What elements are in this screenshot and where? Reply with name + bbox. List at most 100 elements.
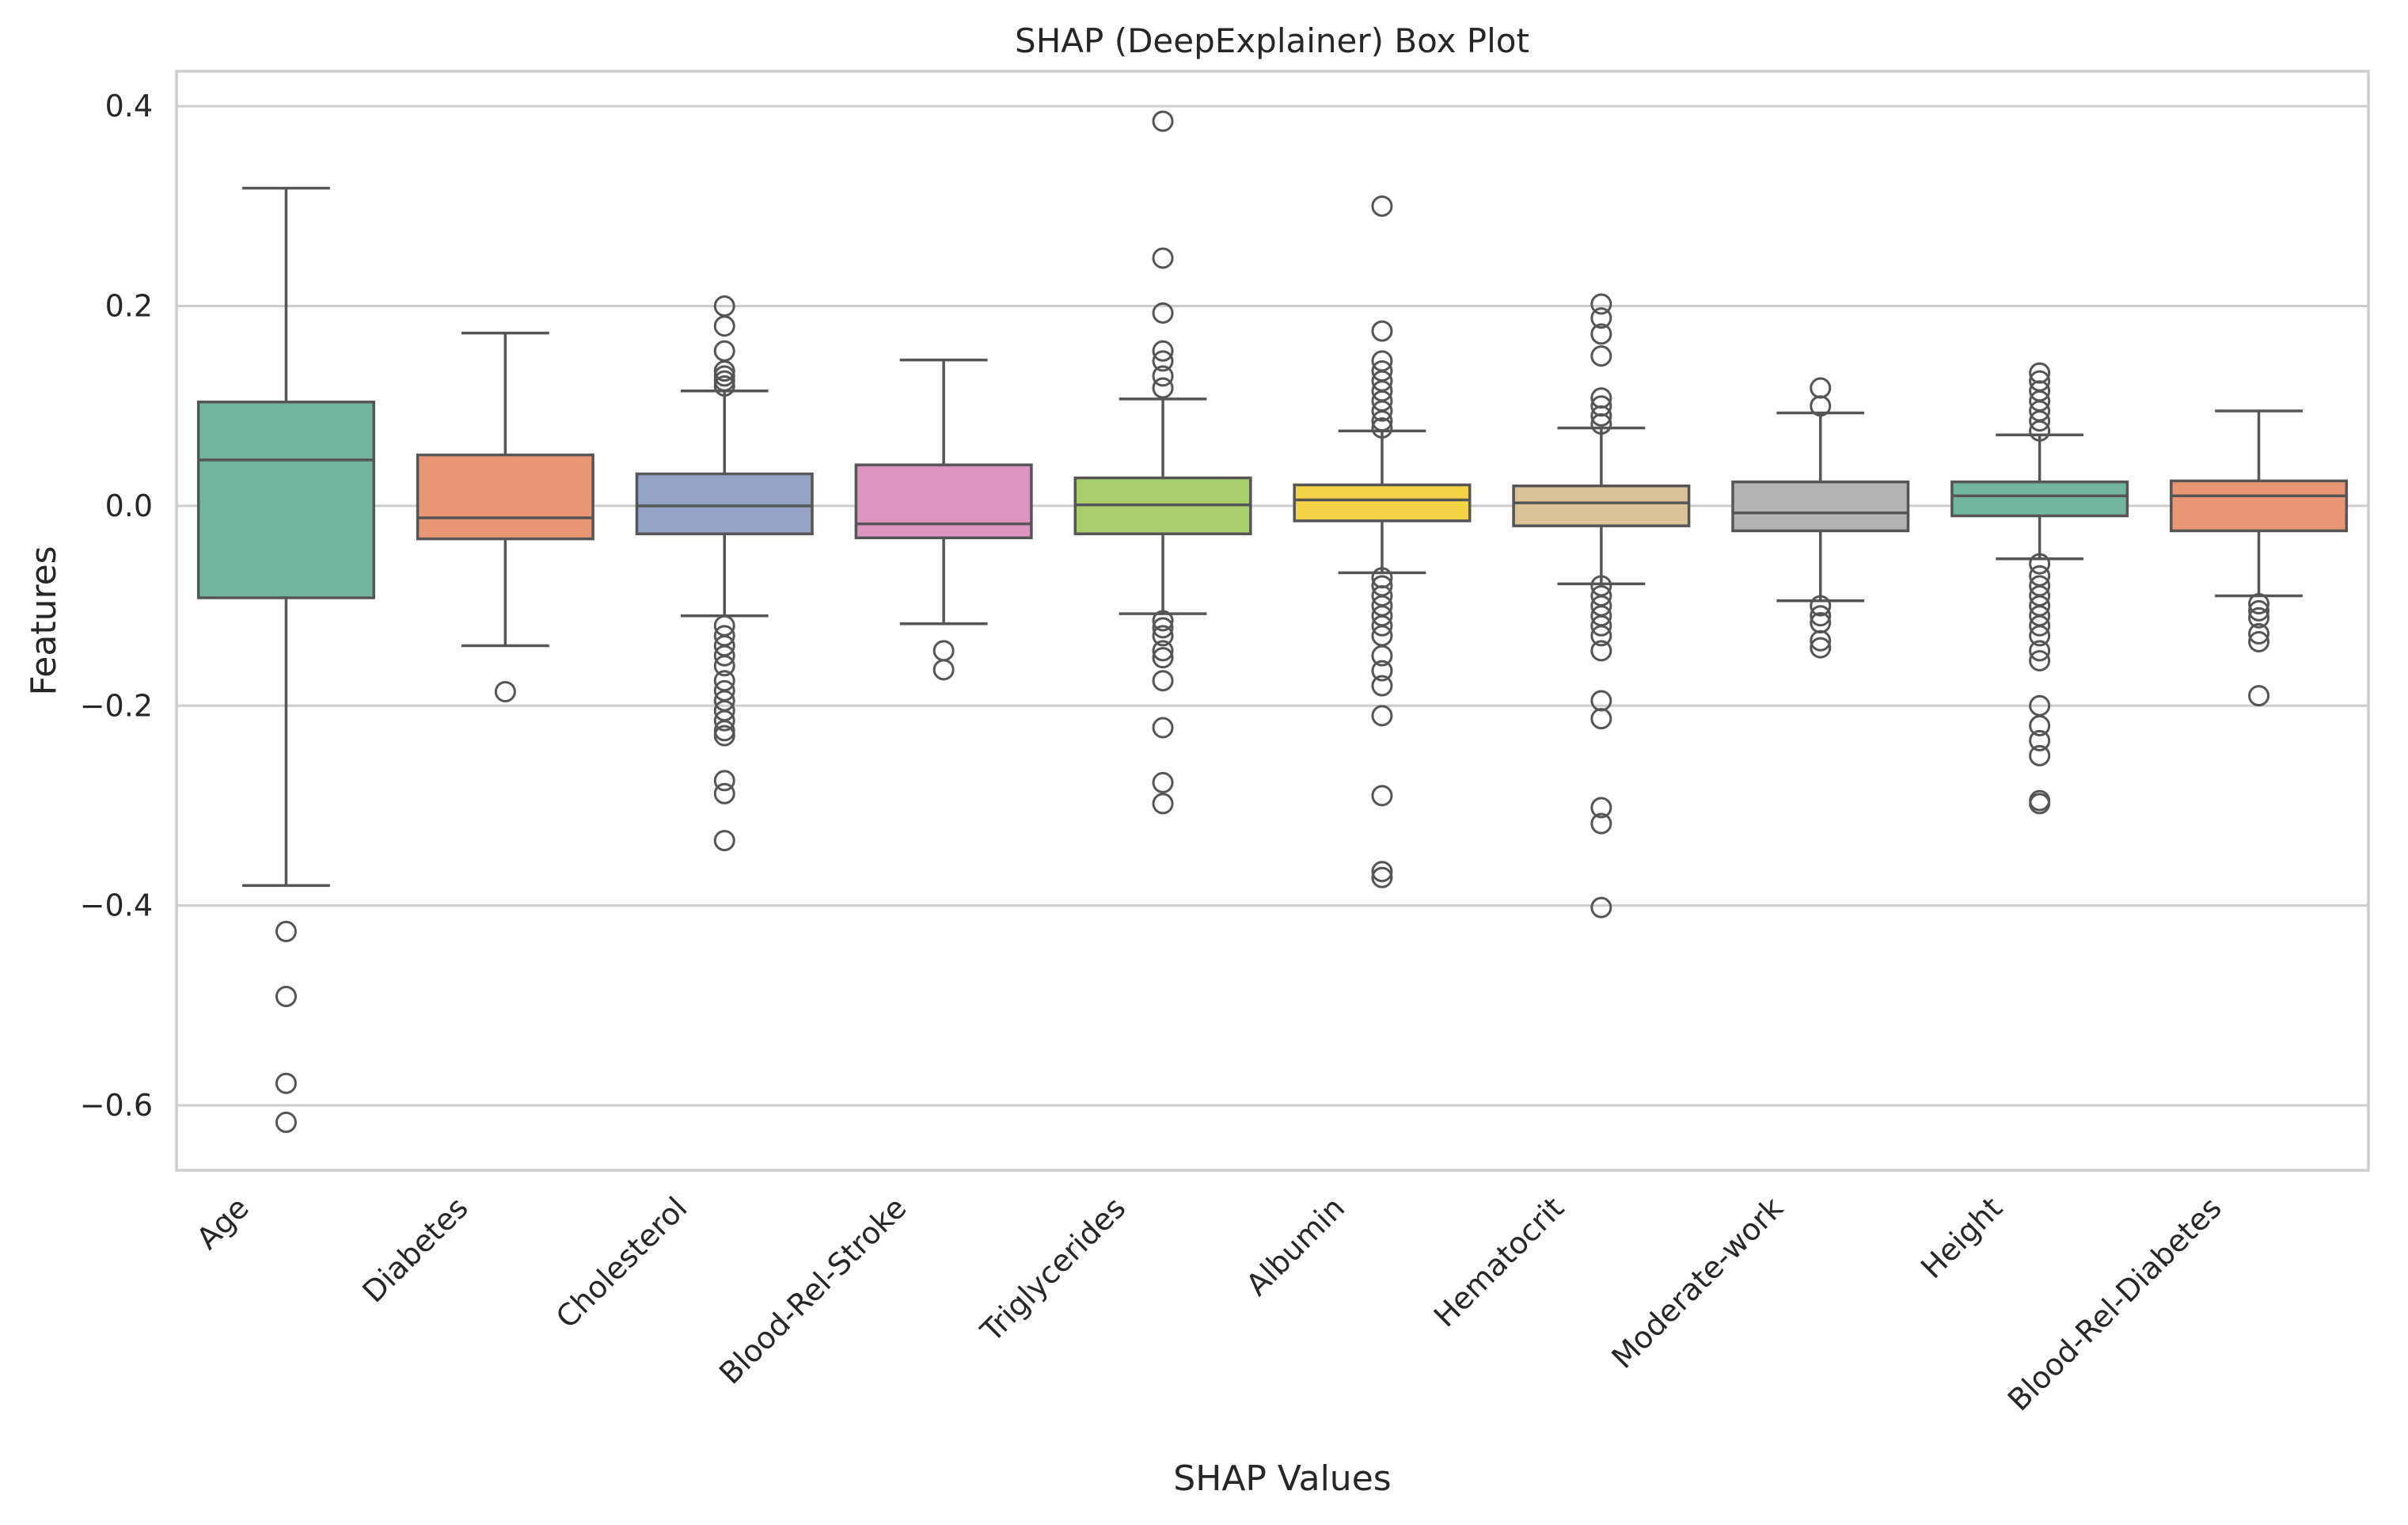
- outlier-point: [1590, 323, 1612, 345]
- y-tick-label: 0.0: [105, 489, 153, 523]
- outlier-point: [2248, 593, 2270, 615]
- iqr-box: [1950, 480, 2129, 518]
- outlier-point: [1152, 247, 1174, 269]
- outlier-point: [1371, 675, 1393, 697]
- outlier-point: [1371, 785, 1393, 807]
- x-category-label: Blood-Rel-Stroke: [712, 1190, 913, 1390]
- outlier-point: [1371, 416, 1393, 439]
- outlier-point: [1152, 610, 1174, 632]
- x-category-label: Blood-Rel-Diabetes: [2001, 1190, 2228, 1417]
- y-axis-label: Features: [24, 546, 64, 695]
- y-tick-label: 0.2: [105, 289, 153, 324]
- box-group-cholesterol: [635, 295, 814, 852]
- iqr-box: [1512, 484, 1691, 527]
- box-group-moderate-work: [1731, 377, 1910, 659]
- outlier-point: [1590, 345, 1612, 367]
- outlier-point: [1590, 413, 1612, 435]
- outlier-point: [1152, 110, 1174, 132]
- outlier-point: [1371, 614, 1393, 637]
- outlier-point: [713, 370, 735, 392]
- outlier-point: [2029, 793, 2051, 815]
- outlier-point: [713, 720, 735, 742]
- outlier-point: [713, 645, 735, 667]
- outlier-point: [2029, 553, 2051, 575]
- outlier-point: [2029, 625, 2051, 647]
- box-group-age: [196, 186, 375, 1133]
- x-category-label: Age: [190, 1190, 256, 1256]
- box-group-blood-rel-stroke: [854, 358, 1033, 681]
- outlier-point: [2248, 622, 2270, 645]
- outlier-point: [1152, 365, 1174, 387]
- outlier-point: [1371, 705, 1393, 727]
- outlier-point: [1152, 617, 1174, 639]
- outlier-point: [713, 655, 735, 677]
- outlier-point: [1810, 629, 1832, 652]
- iqr-box: [2170, 479, 2349, 533]
- box-group-height: [1950, 362, 2129, 815]
- outlier-point: [1810, 377, 1832, 399]
- outlier-point: [1152, 350, 1174, 372]
- outlier-point: [1152, 377, 1174, 399]
- x-category-labels: Age Diabetes Cholesterol Blood-Rel-Stroke Tr…: [190, 1190, 2228, 1417]
- x-category-label: Hematocrit: [1427, 1190, 1571, 1333]
- outlier-point: [1152, 625, 1174, 647]
- outlier-point: [1810, 605, 1832, 627]
- y-tick-label: −0.2: [80, 688, 153, 723]
- box-layer: [196, 110, 2349, 1133]
- box-group-albumin: [1293, 195, 1472, 888]
- outlier-point: [713, 340, 735, 362]
- outlier-point: [1371, 861, 1393, 883]
- outlier-point: [1590, 614, 1612, 637]
- outlier-point: [713, 315, 735, 337]
- outlier-point: [1152, 640, 1174, 662]
- outlier-point: [2029, 614, 2051, 637]
- outlier-point: [713, 782, 735, 804]
- outlier-point: [713, 770, 735, 792]
- outlier-point: [713, 365, 735, 387]
- outlier-point: [1810, 595, 1832, 617]
- outlier-point: [2248, 599, 2270, 622]
- outlier-point: [2029, 744, 2051, 766]
- outlier-point: [1371, 195, 1393, 217]
- outlier-point: [1371, 645, 1393, 667]
- plot-frame: [175, 70, 2370, 1172]
- outlier-point: [1152, 771, 1174, 793]
- outlier-point: [1152, 670, 1174, 692]
- outlier-point: [713, 709, 735, 732]
- outlier-point: [1152, 647, 1174, 669]
- outlier-point: [2029, 649, 2051, 671]
- outlier-point: [932, 640, 955, 662]
- outlier-point: [1371, 320, 1393, 342]
- iqr-box: [416, 453, 594, 541]
- x-category-label: Cholesterol: [549, 1190, 694, 1335]
- outlier-point: [1590, 307, 1612, 329]
- box-group-diabetes: [416, 331, 594, 703]
- chart-title: SHAP (DeepExplainer) Box Plot: [1015, 21, 1529, 60]
- outlier-point: [2248, 685, 2270, 707]
- outlier-point: [1590, 293, 1612, 315]
- iqr-box: [854, 463, 1033, 540]
- outlier-point: [1590, 797, 1612, 819]
- x-axis-label: SHAP Values: [1173, 1458, 1391, 1499]
- iqr-box: [635, 472, 814, 535]
- outlier-point: [932, 659, 955, 681]
- box-group-triglycerides: [1073, 110, 1252, 815]
- outlier-point: [1371, 410, 1393, 432]
- outlier-point: [1590, 405, 1612, 427]
- outlier-point: [1152, 793, 1174, 815]
- outlier-point: [2029, 410, 2051, 432]
- outlier-point: [2248, 607, 2270, 629]
- outlier-point: [1590, 640, 1612, 662]
- outlier-point: [713, 830, 735, 852]
- y-tick-label: −0.6: [80, 1088, 153, 1123]
- outlier-point: [1590, 625, 1612, 647]
- outlier-point: [2248, 630, 2270, 652]
- outlier-point: [275, 985, 297, 1007]
- outlier-point: [713, 375, 735, 397]
- y-tick-label: −0.4: [80, 888, 153, 923]
- outlier-point: [1371, 866, 1393, 888]
- outlier-point: [275, 1072, 297, 1094]
- y-tick-label: 0.4: [105, 89, 153, 124]
